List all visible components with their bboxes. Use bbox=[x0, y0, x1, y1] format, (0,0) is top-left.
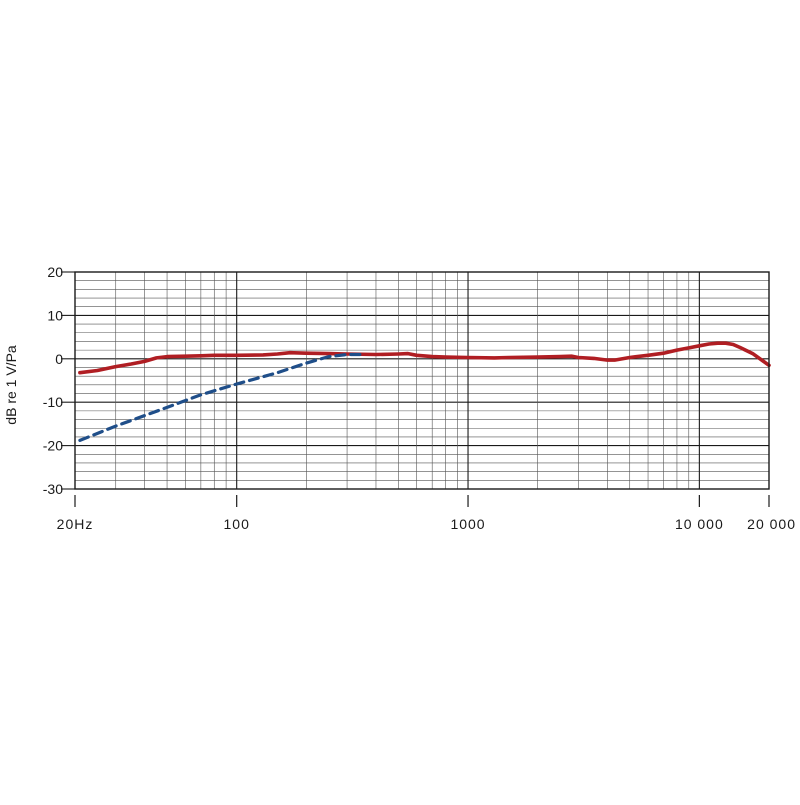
y-tick-label: 20 bbox=[47, 264, 63, 280]
x-tick-label: 100 bbox=[224, 516, 250, 532]
series-line-solid bbox=[78, 341, 771, 375]
y-tick-label: -10 bbox=[43, 394, 63, 410]
y-tick-label: -20 bbox=[43, 438, 63, 454]
x-tick-label: 10 000 bbox=[675, 516, 724, 532]
x-tick-label: 1000 bbox=[450, 516, 485, 532]
y-axis-label: dB re 1 V/Pa bbox=[3, 345, 19, 425]
y-tick-label: -30 bbox=[43, 481, 63, 497]
x-tick-label: 20Hz bbox=[57, 516, 94, 532]
x-tick-label: 20 000 bbox=[747, 516, 796, 532]
grid bbox=[75, 271, 769, 490]
y-tick-label: 0 bbox=[55, 351, 63, 367]
series-layer bbox=[78, 341, 771, 442]
series-line-dashed bbox=[78, 352, 365, 442]
y-tick-label: 10 bbox=[47, 307, 63, 323]
plot-frame bbox=[74, 271, 770, 490]
